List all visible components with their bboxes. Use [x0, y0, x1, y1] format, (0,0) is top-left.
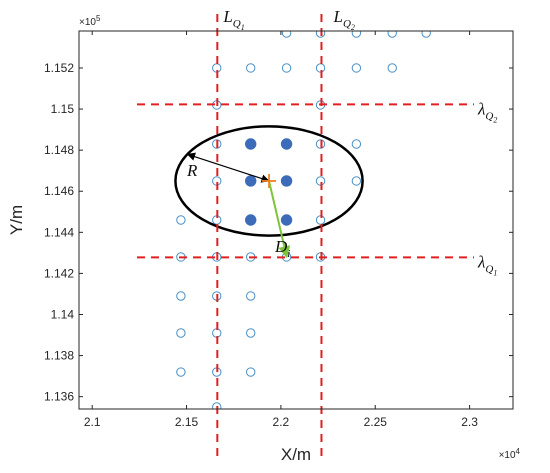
x-exponent-label: ×104: [499, 447, 521, 461]
x-tick-label: 2.25: [364, 415, 388, 429]
open-point: [421, 31, 431, 38]
open-point: [351, 176, 362, 186]
distance-arrow: [268, 180, 291, 259]
y-axis-label: Y/m: [7, 205, 26, 235]
y-axis-ticks: 1.136 1.138 1.14 1.142 1.144 1.146 1.148 1.15 1.…: [44, 61, 513, 404]
label-lambda-Q2: λQ2: [477, 99, 497, 124]
coverage-circle: [174, 125, 364, 237]
y-tick-label: 1.138: [44, 349, 74, 363]
open-point: [281, 31, 292, 38]
open-point: [176, 328, 186, 338]
open-point: [176, 291, 186, 301]
x-axis-label: X/m: [281, 445, 311, 464]
label-L-Q1: LQ1: [222, 7, 244, 32]
y-tick-label: 1.152: [44, 61, 74, 75]
y-tick-label: 1.15: [51, 102, 75, 116]
filled-point: [245, 214, 257, 226]
label-L-Q2: LQ2: [332, 7, 354, 32]
y-tick-label: 1.14: [51, 308, 75, 322]
open-point: [246, 63, 256, 73]
label-D-i: Di: [274, 237, 290, 260]
y-tick-label: 1.144: [44, 225, 74, 239]
open-point: [246, 328, 256, 338]
x-axis-ticks: 2.1 2.15 2.2 2.25 2.3: [84, 31, 478, 429]
x-tick-label: 2.1: [84, 415, 101, 429]
plot-area: [79, 31, 513, 409]
annotations: LQ1 LQ2 λQ2 λQ1 R Di: [186, 7, 497, 277]
label-R: R: [186, 161, 198, 180]
overlay-lines: [137, 14, 474, 462]
open-point: [281, 63, 292, 73]
x-tick-label: 2.15: [175, 415, 199, 429]
filled-point: [280, 175, 293, 187]
open-point: [212, 139, 222, 149]
filled-point: [280, 214, 293, 226]
axes-box: [78, 30, 514, 410]
y-tick-label: 1.136: [44, 390, 74, 404]
filled-point: [245, 175, 257, 187]
x-tick-label: 2.2: [273, 415, 290, 429]
filled-point: [245, 138, 257, 150]
open-point: [351, 139, 362, 149]
open-point: [176, 215, 186, 225]
open-point: [387, 31, 397, 38]
filled-point: [280, 138, 293, 150]
y-tick-label: 1.148: [44, 143, 74, 157]
open-point: [387, 63, 397, 73]
open-point: [315, 31, 326, 38]
open-point: [246, 367, 256, 377]
open-point: [351, 63, 362, 73]
radius-arrow: [186, 152, 270, 183]
y-tick-label: 1.146: [44, 184, 74, 198]
open-point: [212, 402, 222, 409]
label-lambda-Q1: λQ1: [477, 252, 497, 277]
open-point: [246, 291, 256, 301]
y-exponent-label: ×105: [79, 14, 101, 28]
y-tick-label: 1.142: [44, 266, 74, 280]
open-point: [315, 139, 326, 149]
open-point: [176, 367, 186, 377]
open-point: [351, 31, 362, 38]
x-tick-label: 2.3: [461, 415, 478, 429]
